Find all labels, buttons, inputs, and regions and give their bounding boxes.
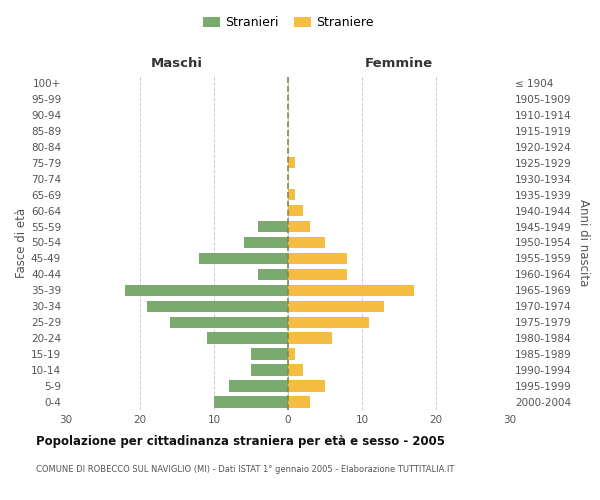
Bar <box>288 332 332 344</box>
Text: Femmine: Femmine <box>365 57 433 70</box>
Bar <box>288 268 347 280</box>
Bar <box>199 252 288 264</box>
Bar <box>288 316 370 328</box>
Bar <box>288 189 295 200</box>
Bar <box>170 316 288 328</box>
Bar <box>251 348 288 360</box>
Bar <box>288 348 295 360</box>
Text: COMUNE DI ROBECCO SUL NAVIGLIO (MI) - Dati ISTAT 1° gennaio 2005 - Elaborazione : COMUNE DI ROBECCO SUL NAVIGLIO (MI) - Da… <box>36 465 454 474</box>
Bar <box>288 221 310 232</box>
Bar <box>288 205 303 216</box>
Bar <box>148 300 288 312</box>
Bar <box>288 252 347 264</box>
Y-axis label: Anni di nascita: Anni di nascita <box>577 199 590 286</box>
Bar <box>288 396 310 408</box>
Bar <box>288 237 325 248</box>
Bar <box>251 364 288 376</box>
Bar <box>288 300 384 312</box>
Bar <box>244 237 288 248</box>
Y-axis label: Fasce di età: Fasce di età <box>15 208 28 278</box>
Bar <box>288 284 414 296</box>
Text: Maschi: Maschi <box>151 57 203 70</box>
Text: Popolazione per cittadinanza straniera per età e sesso - 2005: Popolazione per cittadinanza straniera p… <box>36 435 445 448</box>
Bar <box>206 332 288 344</box>
Bar <box>259 268 288 280</box>
Bar <box>125 284 288 296</box>
Bar <box>259 221 288 232</box>
Bar <box>288 157 295 168</box>
Bar <box>214 396 288 408</box>
Bar <box>229 380 288 392</box>
Bar <box>288 380 325 392</box>
Legend: Stranieri, Straniere: Stranieri, Straniere <box>197 11 379 34</box>
Bar <box>288 364 303 376</box>
